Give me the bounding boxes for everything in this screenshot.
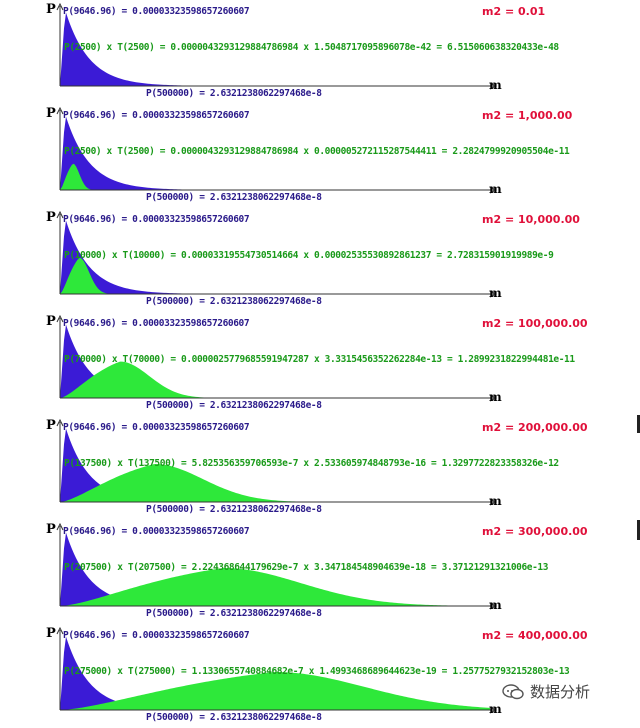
m2-label: m2 = 1,000.00 bbox=[482, 109, 573, 122]
x-axis-arrow bbox=[489, 602, 498, 610]
top-formula: P(9646.96) = 0.00003323598657260607 bbox=[63, 630, 250, 641]
series-p-m-x-t-m-area bbox=[60, 361, 490, 398]
middle-formula: P(10000) x T(10000) = 0.0000331955473051… bbox=[64, 250, 554, 261]
top-formula: P(9646.96) = 0.00003323598657260607 bbox=[63, 110, 250, 121]
m2-label: m2 = 0.01 bbox=[482, 5, 546, 18]
y-axis-label: P bbox=[46, 314, 56, 329]
bottom-formula: P(500000) = 2.6321238062297468e-8 bbox=[146, 400, 322, 411]
bottom-formula: P(500000) = 2.6321238062297468e-8 bbox=[146, 608, 322, 619]
x-axis-arrow bbox=[489, 498, 498, 506]
page-scroll-edge bbox=[637, 415, 640, 433]
bottom-formula: P(500000) = 2.6321238062297468e-8 bbox=[146, 296, 322, 307]
x-axis-arrow bbox=[489, 186, 498, 194]
watermark: 数据分析 bbox=[502, 681, 590, 702]
m2-label: m2 = 10,000.00 bbox=[482, 213, 580, 226]
middle-formula: P(2500) x T(2500) = 0.000004329312988478… bbox=[64, 146, 570, 157]
series-p-m-x-t-m-area bbox=[60, 464, 490, 502]
y-axis-label: P bbox=[46, 418, 56, 433]
middle-formula: P(70000) x T(70000) = 0.0000025779685591… bbox=[64, 354, 575, 365]
top-formula: P(9646.96) = 0.00003323598657260607 bbox=[63, 422, 250, 433]
middle-formula: P(207500) x T(207500) = 2.22436864417962… bbox=[64, 562, 549, 573]
bottom-formula: P(500000) = 2.6321238062297468e-8 bbox=[146, 192, 322, 203]
bottom-formula: P(500000) = 2.6321238062297468e-8 bbox=[146, 712, 322, 723]
page-scroll-edge-2 bbox=[637, 520, 640, 540]
y-axis-arrow bbox=[56, 522, 64, 531]
y-axis-arrow bbox=[56, 2, 64, 11]
x-axis-label: m bbox=[489, 598, 502, 612]
x-axis-arrow bbox=[489, 706, 498, 714]
chart-panel-svg bbox=[56, 314, 498, 402]
chart-panel-svg bbox=[56, 2, 498, 90]
middle-formula: P(2500) x T(2500) = 0.000004329312988478… bbox=[64, 42, 559, 53]
y-axis-arrow bbox=[56, 626, 64, 635]
series-p-m-area bbox=[60, 12, 490, 86]
chat-bubble-icon bbox=[502, 683, 524, 699]
series-p-m-area bbox=[60, 636, 490, 710]
y-axis-label: P bbox=[46, 626, 56, 641]
chart-panel-svg bbox=[56, 106, 498, 194]
top-formula: P(9646.96) = 0.00003323598657260607 bbox=[63, 6, 250, 17]
series-p-m-x-t-m-area bbox=[60, 672, 490, 710]
y-axis-arrow bbox=[56, 106, 64, 115]
y-axis-arrow bbox=[56, 418, 64, 427]
bottom-formula: P(500000) = 2.6321238062297468e-8 bbox=[146, 504, 322, 515]
m2-label: m2 = 100,000.00 bbox=[482, 317, 588, 330]
x-axis-label: m bbox=[489, 78, 502, 92]
y-axis-arrow bbox=[56, 314, 64, 323]
series-p-m-area bbox=[60, 220, 490, 294]
y-axis-label: P bbox=[46, 106, 56, 121]
x-axis-arrow bbox=[489, 394, 498, 402]
chart-panel-svg bbox=[56, 210, 498, 298]
y-axis-label: P bbox=[46, 2, 56, 17]
y-axis-label: P bbox=[46, 522, 56, 537]
y-axis-label: P bbox=[46, 210, 56, 225]
top-formula: P(9646.96) = 0.00003323598657260607 bbox=[63, 214, 250, 225]
chart-panel-svg bbox=[56, 418, 498, 506]
watermark-text: 数据分析 bbox=[530, 683, 591, 701]
top-formula: P(9646.96) = 0.00003323598657260607 bbox=[63, 318, 250, 329]
x-axis-label: m bbox=[489, 702, 502, 716]
bottom-formula: P(500000) = 2.6321238062297468e-8 bbox=[146, 88, 322, 99]
x-axis-label: m bbox=[489, 286, 502, 300]
y-axis-arrow bbox=[56, 210, 64, 219]
x-axis-label: m bbox=[489, 494, 502, 508]
x-axis-label: m bbox=[489, 390, 502, 404]
middle-formula: P(137500) x T(137500) = 5.82535635970659… bbox=[64, 458, 559, 469]
top-formula: P(9646.96) = 0.00003323598657260607 bbox=[63, 526, 250, 537]
m2-label: m2 = 400,000.00 bbox=[482, 629, 588, 642]
series-p-m-area bbox=[60, 116, 490, 190]
x-axis-arrow bbox=[489, 290, 498, 298]
chart-panel-svg bbox=[56, 626, 498, 714]
x-axis-arrow bbox=[489, 82, 498, 90]
middle-formula: P(275000) x T(275000) = 1.13306557408846… bbox=[64, 666, 570, 677]
m2-label: m2 = 300,000.00 bbox=[482, 525, 588, 538]
series-p-m-x-t-m-area bbox=[60, 568, 490, 606]
x-axis-label: m bbox=[489, 182, 502, 196]
m2-label: m2 = 200,000.00 bbox=[482, 421, 588, 434]
chart-panel-svg bbox=[56, 522, 498, 610]
